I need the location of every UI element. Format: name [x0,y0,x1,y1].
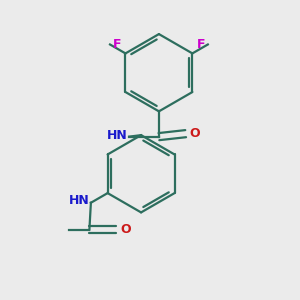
Text: F: F [197,38,206,51]
Text: O: O [190,127,200,140]
Text: O: O [120,223,130,236]
Text: HN: HN [69,194,89,208]
Text: F: F [112,38,121,51]
Text: HN: HN [107,129,128,142]
